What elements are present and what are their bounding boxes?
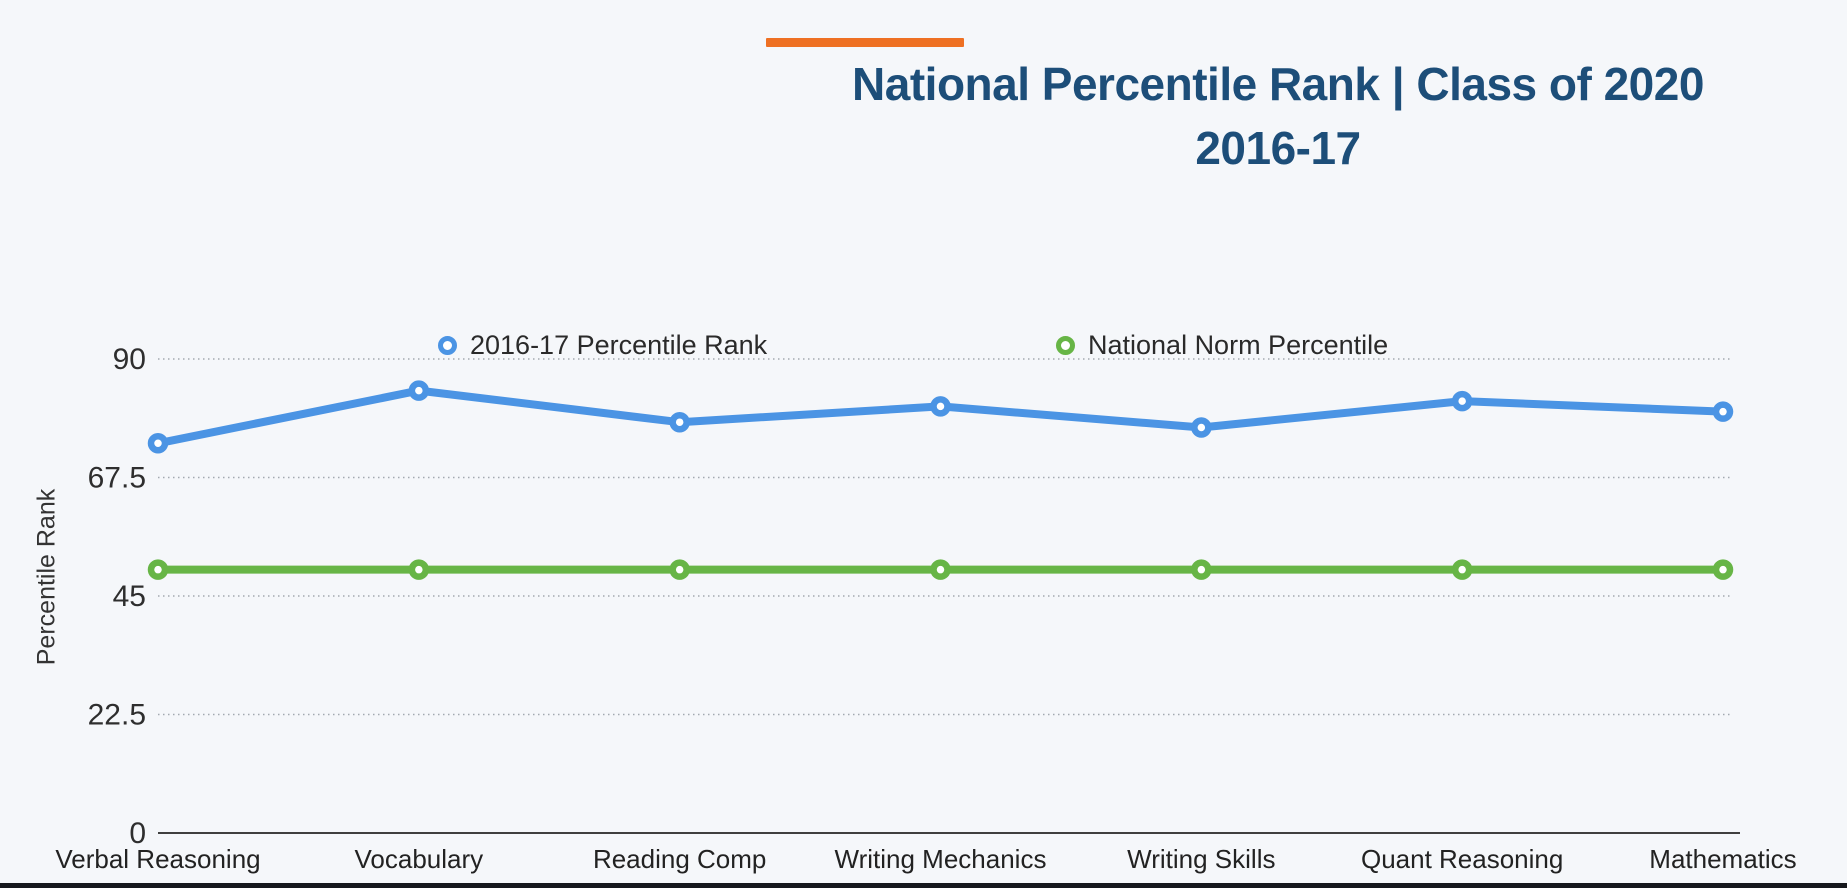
data-point-marker[interactable] bbox=[1191, 417, 1212, 438]
x-category-label: Writing Mechanics bbox=[835, 844, 1047, 874]
x-category-label: Mathematics bbox=[1649, 844, 1796, 874]
bottom-edge-bar bbox=[0, 883, 1847, 888]
data-point-marker[interactable] bbox=[147, 559, 169, 580]
legend-label: 2016-17 Percentile Rank bbox=[470, 330, 768, 360]
data-point-marker[interactable] bbox=[1712, 559, 1734, 580]
y-tick-label: 67.5 bbox=[88, 462, 146, 495]
x-category-label: Verbal Reasoning bbox=[55, 844, 260, 874]
chart-legend: 2016-17 Percentile Rank National Norm Per… bbox=[0, 330, 1847, 364]
data-point-marker[interactable] bbox=[930, 559, 951, 580]
data-point-marker[interactable] bbox=[669, 411, 690, 433]
chart-title-line1: National Percentile Rank | Class of 2020 bbox=[852, 58, 1704, 110]
data-point-marker[interactable] bbox=[1712, 401, 1734, 422]
x-category-label: Quant Reasoning bbox=[1361, 844, 1563, 874]
chart-canvas: 0 22.5 45 67.5 90 Verbal Reasoning Vocabulary R… bbox=[55, 343, 1796, 874]
chart-title-line2: 2016-17 bbox=[1195, 122, 1361, 174]
data-point-marker[interactable] bbox=[147, 433, 169, 454]
data-point-marker[interactable] bbox=[1451, 559, 1473, 580]
x-category-label: Writing Skills bbox=[1127, 844, 1275, 874]
legend-item-1[interactable]: National Norm Percentile bbox=[1056, 330, 1388, 361]
y-tick-label: 45 bbox=[113, 580, 146, 613]
data-point-marker[interactable] bbox=[669, 559, 690, 580]
title-accent-bar bbox=[766, 38, 964, 47]
legend-marker-icon bbox=[438, 336, 457, 355]
y-tick-label: 22.5 bbox=[88, 699, 146, 732]
data-point-marker[interactable] bbox=[1191, 559, 1212, 580]
y-tick-label: 0 bbox=[129, 817, 146, 850]
y-tick-label: 90 bbox=[113, 343, 146, 376]
legend-marker-icon bbox=[1056, 336, 1075, 355]
x-category-label: Vocabulary bbox=[355, 844, 484, 874]
data-point-marker[interactable] bbox=[930, 396, 951, 417]
x-category-label: Reading Comp bbox=[593, 844, 766, 874]
legend-item-0[interactable]: 2016-17 Percentile Rank bbox=[438, 330, 767, 361]
data-point-marker[interactable] bbox=[1451, 390, 1473, 412]
legend-label: National Norm Percentile bbox=[1088, 330, 1389, 360]
chart-title: National Percentile Rank | Class of 2020… bbox=[600, 52, 1847, 180]
data-point-marker[interactable] bbox=[408, 380, 430, 401]
data-point-marker[interactable] bbox=[408, 559, 430, 580]
